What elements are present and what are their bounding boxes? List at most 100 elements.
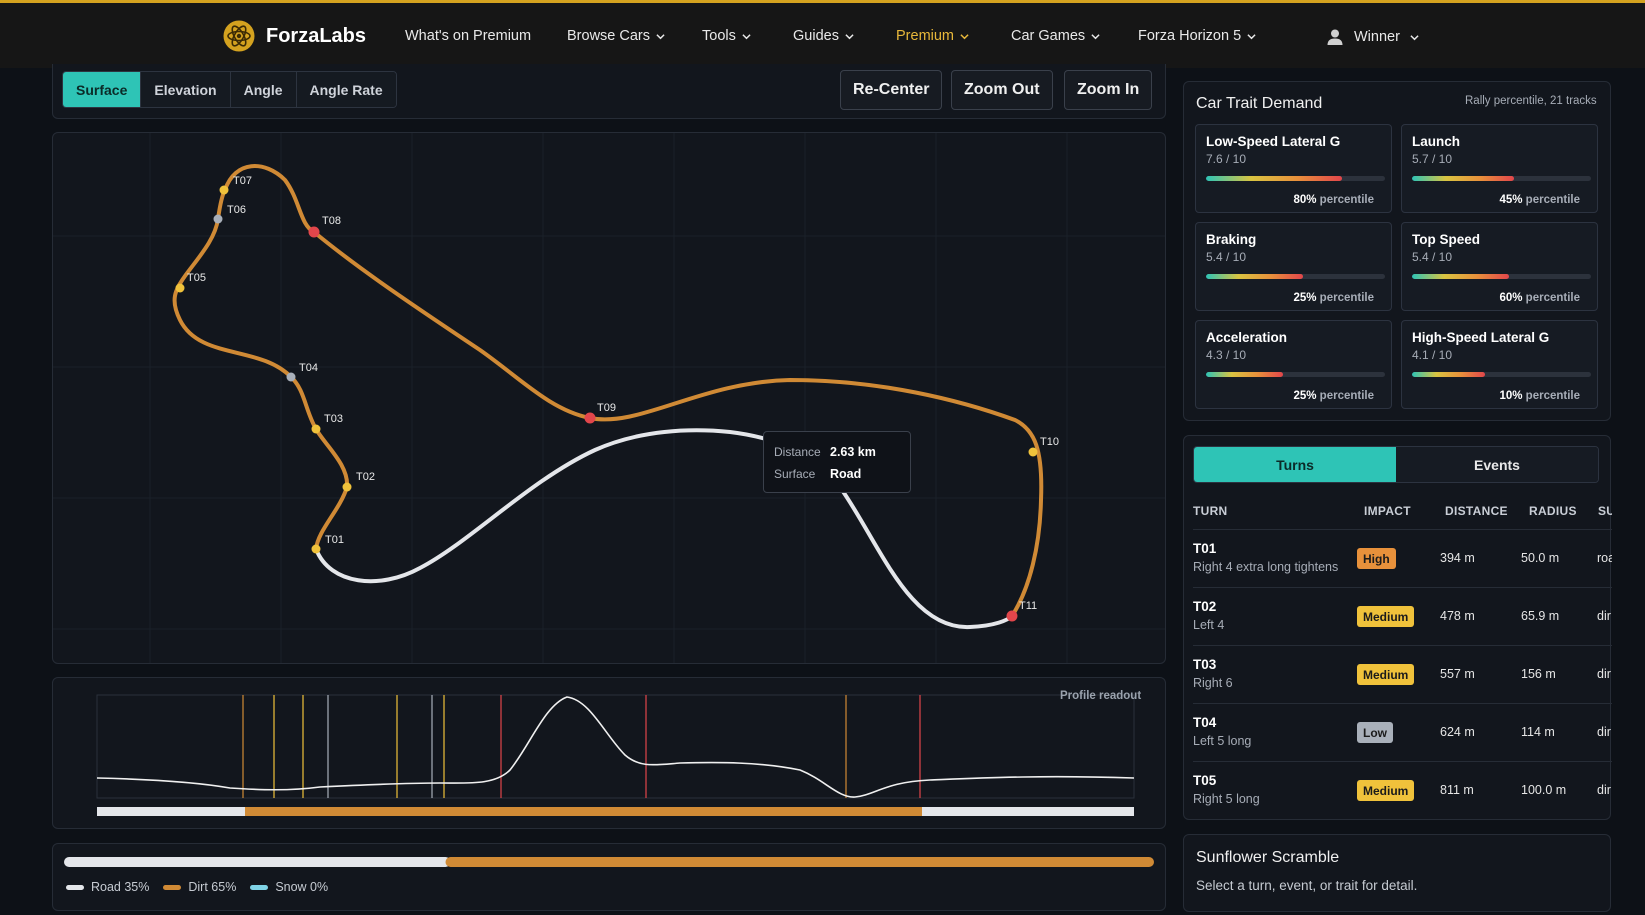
trait-percentile-value: 10%	[1499, 390, 1523, 402]
nav-browse-cars[interactable]: Browse Cars	[567, 28, 665, 44]
profile-turn-lines	[242, 695, 921, 798]
surface-road-share	[64, 857, 451, 867]
turn-id: T02	[1193, 599, 1217, 614]
trait-score: 5.4 / 10	[1206, 250, 1247, 264]
turn-label-t11: T11	[1019, 600, 1037, 612]
turn-label-t03: T03	[324, 413, 343, 425]
profile-road-band	[97, 807, 245, 816]
zoom-out-button[interactable]: Zoom Out	[951, 70, 1053, 110]
col-header-turn[interactable]: TURN	[1193, 504, 1228, 518]
percentile-word: percentile	[1319, 194, 1374, 206]
turns-events-tabs: Turns Events	[1193, 446, 1599, 483]
turn-marker-t01[interactable]	[311, 544, 321, 554]
turn-id: T01	[1193, 541, 1217, 556]
trait-bar-fill	[1206, 274, 1303, 279]
nav-label: Premium	[896, 28, 955, 44]
table-row[interactable]: T03 Right 6 Medium 557 m 156 m dir	[1193, 645, 1612, 703]
turn-id: T05	[1193, 773, 1217, 788]
col-header-impact[interactable]: IMPACT	[1364, 504, 1411, 518]
trait-percentile-value: 45%	[1499, 194, 1523, 206]
elevation-profile-chart[interactable]	[53, 678, 1165, 828]
trait-score: 5.7 / 10	[1412, 152, 1453, 166]
trait-score: 7.6 / 10	[1206, 152, 1247, 166]
turn-marker-t11[interactable]	[1006, 610, 1018, 622]
table-row[interactable]: T04 Left 5 long Low 624 m 114 m dir	[1193, 703, 1612, 761]
turn-description: Left 4	[1193, 618, 1225, 632]
turn-distance: 624 m	[1440, 725, 1475, 739]
nav-premium[interactable]: Premium	[896, 28, 969, 44]
trait-score: 4.1 / 10	[1412, 348, 1453, 362]
tab-angle[interactable]: Angle	[230, 72, 297, 107]
trait-bar-fill	[1206, 372, 1283, 377]
col-header-distance[interactable]: DISTANCE	[1445, 504, 1508, 518]
tab-events[interactable]: Events	[1396, 447, 1598, 482]
turn-marker-t10[interactable]	[1028, 447, 1038, 457]
zoom-in-button[interactable]: Zoom In	[1064, 70, 1153, 110]
percentile-word: percentile	[1319, 390, 1374, 402]
trait-card[interactable]: Braking 5.4 / 10 25% percentile	[1195, 222, 1392, 311]
chevron-down-icon	[742, 33, 751, 39]
trait-percentile: 80% percentile	[1293, 194, 1374, 206]
nav-tools[interactable]: Tools	[702, 28, 751, 44]
col-header-surface[interactable]: SU	[1598, 504, 1612, 518]
recenter-button[interactable]: Re-Center	[840, 70, 943, 110]
nav-whats-on-premium[interactable]: What's on Premium	[405, 28, 531, 44]
legend-road: Road 35%	[66, 880, 149, 894]
table-row[interactable]: T02 Left 4 Medium 478 m 65.9 m dir	[1193, 587, 1612, 645]
trait-card[interactable]: Low-Speed Lateral G 7.6 / 10 80% percent…	[1195, 124, 1392, 213]
trait-bar-fill	[1412, 372, 1486, 377]
chevron-down-icon	[960, 33, 969, 39]
tooltip-surface-value: Road	[830, 467, 862, 481]
trait-name: High-Speed Lateral G	[1412, 330, 1550, 345]
turn-marker-t06[interactable]	[213, 214, 223, 224]
turn-marker-t04[interactable]	[286, 372, 296, 382]
map-tooltip: Distance 2.63 km Surface Road	[763, 431, 911, 493]
user-menu[interactable]: Winner	[1326, 28, 1419, 46]
turn-surface: dir	[1597, 725, 1611, 739]
turn-marker-t08[interactable]	[308, 226, 320, 238]
chevron-down-icon	[845, 33, 854, 39]
tab-surface[interactable]: Surface	[63, 72, 142, 107]
turn-label-t01: T01	[325, 534, 344, 546]
trait-name: Top Speed	[1412, 232, 1481, 247]
turn-marker-t09[interactable]	[584, 412, 596, 424]
trait-bar	[1206, 274, 1385, 279]
turn-markers	[175, 185, 1038, 622]
nav-forza-horizon-5[interactable]: Forza Horizon 5	[1138, 28, 1256, 44]
turn-marker-t05[interactable]	[175, 283, 185, 293]
percentile-word: percentile	[1525, 390, 1580, 402]
table-row[interactable]: T05 Right 5 long Medium 811 m 100.0 m di…	[1193, 761, 1612, 819]
trait-card[interactable]: High-Speed Lateral G 4.1 / 10 10% percen…	[1401, 320, 1598, 409]
table-row[interactable]: T01 Right 4 extra long tightens High 394…	[1193, 529, 1612, 587]
col-header-radius[interactable]: RADIUS	[1529, 504, 1577, 518]
tab-turns[interactable]: Turns	[1194, 447, 1396, 482]
track-road-segment[interactable]	[314, 428, 1014, 630]
trait-score: 4.3 / 10	[1206, 348, 1247, 362]
trait-card[interactable]: Acceleration 4.3 / 10 25% percentile	[1195, 320, 1392, 409]
turn-marker-t02[interactable]	[342, 482, 352, 492]
trait-card[interactable]: Launch 5.7 / 10 45% percentile	[1401, 124, 1598, 213]
tab-elevation[interactable]: Elevation	[141, 72, 231, 107]
turn-distance: 394 m	[1440, 551, 1475, 565]
tab-angle-rate[interactable]: Angle Rate	[296, 72, 396, 107]
nav-guides[interactable]: Guides	[793, 28, 854, 44]
turn-radius: 114 m	[1521, 725, 1555, 739]
legend-road-label: Road 35%	[91, 880, 150, 894]
turn-label-t08: T08	[322, 215, 341, 227]
trait-percentile-value: 25%	[1293, 390, 1317, 402]
turn-marker-t07[interactable]	[219, 185, 229, 195]
profile-dirt-band	[245, 807, 922, 816]
nav-car-games[interactable]: Car Games	[1011, 28, 1100, 44]
track-dirt-segment[interactable]	[172, 164, 1044, 618]
track-map[interactable]: T01 T02 T03 T04 T05 T06 T07 T08 T09 T10 …	[53, 133, 1165, 663]
chevron-down-icon	[1410, 34, 1419, 40]
turn-marker-t03[interactable]	[311, 424, 321, 434]
trait-panel-title: Car Trait Demand	[1196, 95, 1323, 112]
nav-label: Car Games	[1011, 28, 1086, 44]
trait-bar	[1412, 176, 1591, 181]
brand-link[interactable]: ForzaLabs	[222, 19, 366, 53]
track-map-panel	[52, 132, 1166, 664]
trait-bar-fill	[1206, 176, 1343, 181]
top-navbar: ForzaLabs What's on Premium Browse Cars …	[0, 0, 1645, 68]
trait-card[interactable]: Top Speed 5.4 / 10 60% percentile	[1401, 222, 1598, 311]
